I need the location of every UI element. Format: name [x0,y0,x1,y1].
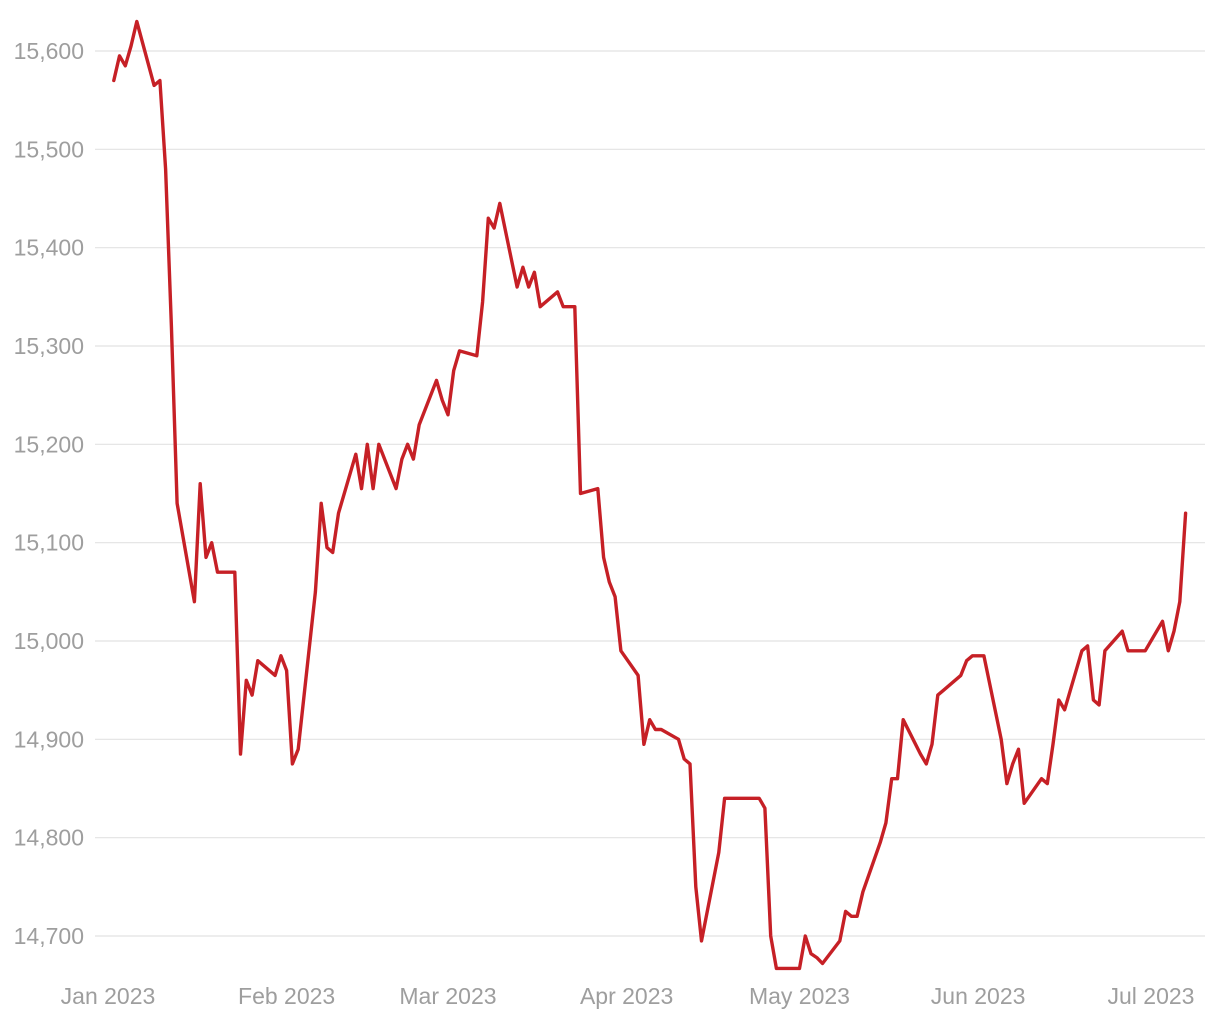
y-tick-label: 15,200 [14,431,84,457]
y-tick-label: 14,900 [14,726,84,752]
y-tick-label: 15,300 [14,333,84,359]
series-line [112,19,1188,971]
y-tick-label: 15,500 [14,136,84,162]
x-tick-label: Jun 2023 [931,983,1026,1009]
y-axis-tick-labels: 14,700 14,800 14,900 15,000 15,100 15,200 15,3… [14,38,84,949]
y-tick-label: 15,400 [14,235,84,261]
y-tick-label: 15,600 [14,38,84,64]
gridlines [95,50,1205,937]
x-tick-label: Jan 2023 [61,983,156,1009]
x-tick-label: Feb 2023 [238,983,335,1009]
y-tick-label: 14,700 [14,923,84,949]
series-layer [112,19,1188,971]
x-tick-label: Mar 2023 [399,983,496,1009]
y-tick-label: 14,800 [14,825,84,851]
x-tick-label: Jul 2023 [1108,983,1195,1009]
x-tick-label: Apr 2023 [580,983,673,1009]
y-tick-label: 15,100 [14,530,84,556]
x-axis-tick-labels: Jan 2023 Feb 2023 Mar 2023 Apr 2023 May 2023… [61,983,1195,1009]
x-tick-label: May 2023 [749,983,850,1009]
y-tick-label: 15,000 [14,628,84,654]
